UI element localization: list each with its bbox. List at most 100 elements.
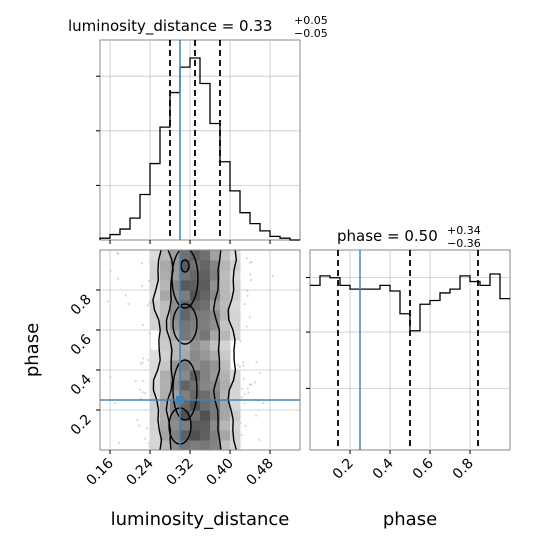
density-bin xyxy=(200,420,211,431)
ld-marginal-grid xyxy=(100,40,300,244)
joint-y-tick-label: 0.8 xyxy=(68,292,95,319)
density-bin xyxy=(200,280,211,291)
contour-line xyxy=(171,250,199,309)
density-bin xyxy=(230,380,241,391)
density-bin xyxy=(200,400,211,411)
scatter-point xyxy=(259,371,262,375)
scatter-point xyxy=(258,438,261,441)
density-bin xyxy=(150,410,161,421)
density-bin xyxy=(170,430,181,441)
density-bin xyxy=(170,310,181,321)
scatter-point xyxy=(249,261,252,264)
density-bin xyxy=(150,270,161,281)
scatter-point xyxy=(246,387,249,390)
density-bin xyxy=(200,360,211,371)
density-bin xyxy=(210,340,221,351)
joint-x-tick-label: 0.48 xyxy=(243,456,276,489)
phase-marginal-y-ticks xyxy=(306,277,310,389)
density-bin xyxy=(180,430,191,441)
density-bin xyxy=(210,320,221,331)
density-bin xyxy=(200,260,211,271)
density-bin xyxy=(210,250,221,261)
density-bin xyxy=(180,440,191,450)
density-bin xyxy=(160,410,171,421)
density-bin xyxy=(210,420,221,431)
density-bin xyxy=(170,290,181,301)
phase-x-tick-label: 0.6 xyxy=(410,455,437,482)
density-bin xyxy=(180,360,191,371)
scatter-point xyxy=(249,273,252,276)
density-bin xyxy=(220,320,231,331)
density-bin xyxy=(220,430,231,441)
density-bin xyxy=(170,410,181,421)
density-bin xyxy=(160,430,171,441)
density-bin xyxy=(170,370,181,381)
joint-frame xyxy=(99,249,301,451)
contour-line xyxy=(180,259,190,273)
ld-title-plus: +0.05 xyxy=(294,14,328,27)
density-bin xyxy=(210,370,221,381)
scatter-point xyxy=(106,300,110,303)
scatter-point xyxy=(262,401,265,405)
density-bin xyxy=(160,290,171,301)
density-bin xyxy=(170,320,181,331)
scatter-point xyxy=(236,364,239,367)
scatter-point xyxy=(241,361,245,364)
scatter-point xyxy=(247,391,250,394)
density-bin xyxy=(190,300,201,311)
density-bin xyxy=(160,260,171,271)
contour-line xyxy=(152,250,163,450)
density-bin xyxy=(160,440,171,450)
phase-x-axis-label: phase xyxy=(383,509,437,530)
density-bin xyxy=(160,340,171,351)
density-bin xyxy=(180,310,191,321)
scatter-point xyxy=(239,340,242,343)
density-bin xyxy=(200,390,211,401)
density-bin xyxy=(190,280,201,291)
phase-quantile-lines xyxy=(337,250,479,450)
scatter-point xyxy=(109,269,112,272)
density-bin xyxy=(150,360,161,371)
density-bin xyxy=(190,360,201,371)
joint-density xyxy=(106,250,274,450)
scatter-point xyxy=(246,289,249,292)
density-bin xyxy=(220,380,231,391)
joint-panel: 0.16 0.24 0.32 0.40 0.48 0.2 0.4 0.6 0.8 lumino… xyxy=(22,249,301,530)
scatter-point xyxy=(139,362,143,365)
scatter-point xyxy=(117,441,120,444)
density-bin xyxy=(220,310,231,321)
scatter-point xyxy=(136,419,139,422)
scatter-point xyxy=(240,433,243,437)
density-bin xyxy=(200,300,211,311)
scatter-point xyxy=(113,402,117,405)
phase-title-plus: +0.34 xyxy=(447,224,481,237)
scatter-point xyxy=(241,387,244,390)
density-bin xyxy=(170,360,181,371)
phase-title-minus: −0.36 xyxy=(447,237,481,250)
density-bin xyxy=(180,290,191,301)
density-bin xyxy=(220,400,231,411)
density-bin xyxy=(210,350,221,361)
scatter-point xyxy=(145,427,148,430)
scatter-point xyxy=(240,395,243,399)
density-bin xyxy=(220,390,231,401)
density-bin xyxy=(220,410,231,421)
density-bin xyxy=(190,340,201,351)
joint-y-ticks: 0.2 0.4 0.6 0.8 xyxy=(68,289,100,439)
density-bin xyxy=(220,350,231,361)
scatter-point xyxy=(134,379,137,383)
contour-line xyxy=(165,250,174,450)
density-bin xyxy=(230,310,241,321)
density-bin xyxy=(160,390,171,401)
density-bin xyxy=(150,310,161,321)
density-bin xyxy=(170,270,181,281)
density-bin xyxy=(200,370,211,381)
scatter-point xyxy=(147,279,151,283)
density-bin xyxy=(180,300,191,311)
density-bin xyxy=(230,290,241,301)
density-bin xyxy=(160,280,171,291)
scatter-point xyxy=(148,442,151,445)
density-bin xyxy=(210,270,221,281)
ld-marginal-y-ticks xyxy=(96,75,100,186)
density-bin xyxy=(200,290,211,301)
